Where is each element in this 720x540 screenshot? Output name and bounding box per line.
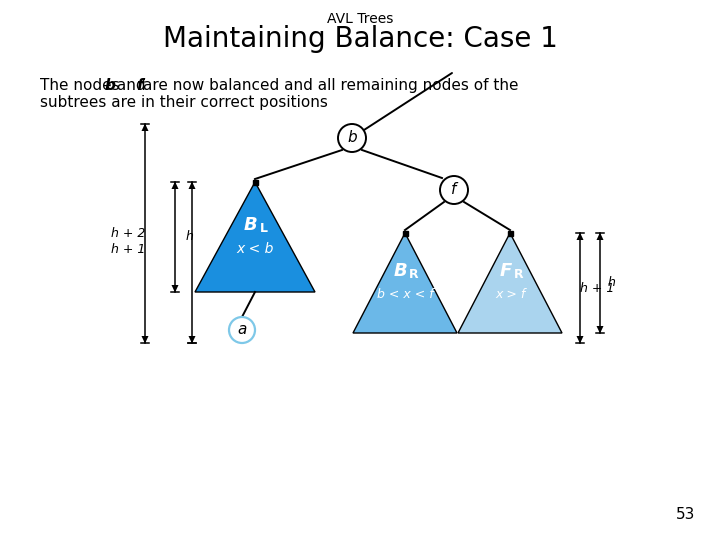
Text: and: and [112, 78, 150, 93]
Text: F: F [500, 262, 512, 280]
Text: B: B [244, 216, 258, 234]
Text: x > f: x > f [495, 288, 525, 301]
Text: h + 1: h + 1 [580, 281, 614, 294]
Polygon shape [577, 336, 583, 343]
Text: h + 1: h + 1 [111, 243, 145, 256]
Text: x < b: x < b [236, 242, 274, 256]
Circle shape [440, 176, 468, 204]
Polygon shape [171, 285, 179, 293]
Polygon shape [195, 182, 315, 292]
Circle shape [338, 124, 366, 152]
Text: 53: 53 [675, 507, 695, 522]
Polygon shape [577, 233, 583, 240]
Circle shape [229, 317, 255, 343]
Text: are now balanced and all remaining nodes of the: are now balanced and all remaining nodes… [143, 78, 518, 93]
Polygon shape [142, 124, 148, 131]
Text: f: f [451, 183, 456, 198]
Text: h: h [608, 276, 616, 289]
Polygon shape [596, 233, 603, 240]
Text: L: L [260, 221, 268, 234]
Polygon shape [142, 336, 148, 343]
Text: R: R [409, 267, 419, 280]
Text: B: B [394, 262, 408, 280]
Polygon shape [596, 326, 603, 334]
Polygon shape [458, 233, 562, 333]
Text: f: f [136, 78, 143, 93]
Bar [402, 231, 408, 235]
Text: R: R [514, 267, 524, 280]
Text: b < x < f: b < x < f [377, 288, 433, 301]
Text: a: a [238, 322, 247, 338]
Text: h + 2: h + 2 [111, 227, 145, 240]
Polygon shape [171, 181, 179, 189]
Text: h: h [185, 231, 193, 244]
Polygon shape [189, 181, 196, 189]
Text: b: b [105, 78, 116, 93]
Polygon shape [189, 336, 196, 343]
Bar [253, 179, 258, 185]
Text: subtrees are in their correct positions: subtrees are in their correct positions [40, 95, 328, 110]
Text: AVL Trees: AVL Trees [327, 12, 393, 26]
Bar [508, 231, 513, 235]
Text: The nodes: The nodes [40, 78, 125, 93]
Polygon shape [353, 233, 457, 333]
Text: Maintaining Balance: Case 1: Maintaining Balance: Case 1 [163, 25, 557, 53]
Text: b: b [347, 131, 357, 145]
